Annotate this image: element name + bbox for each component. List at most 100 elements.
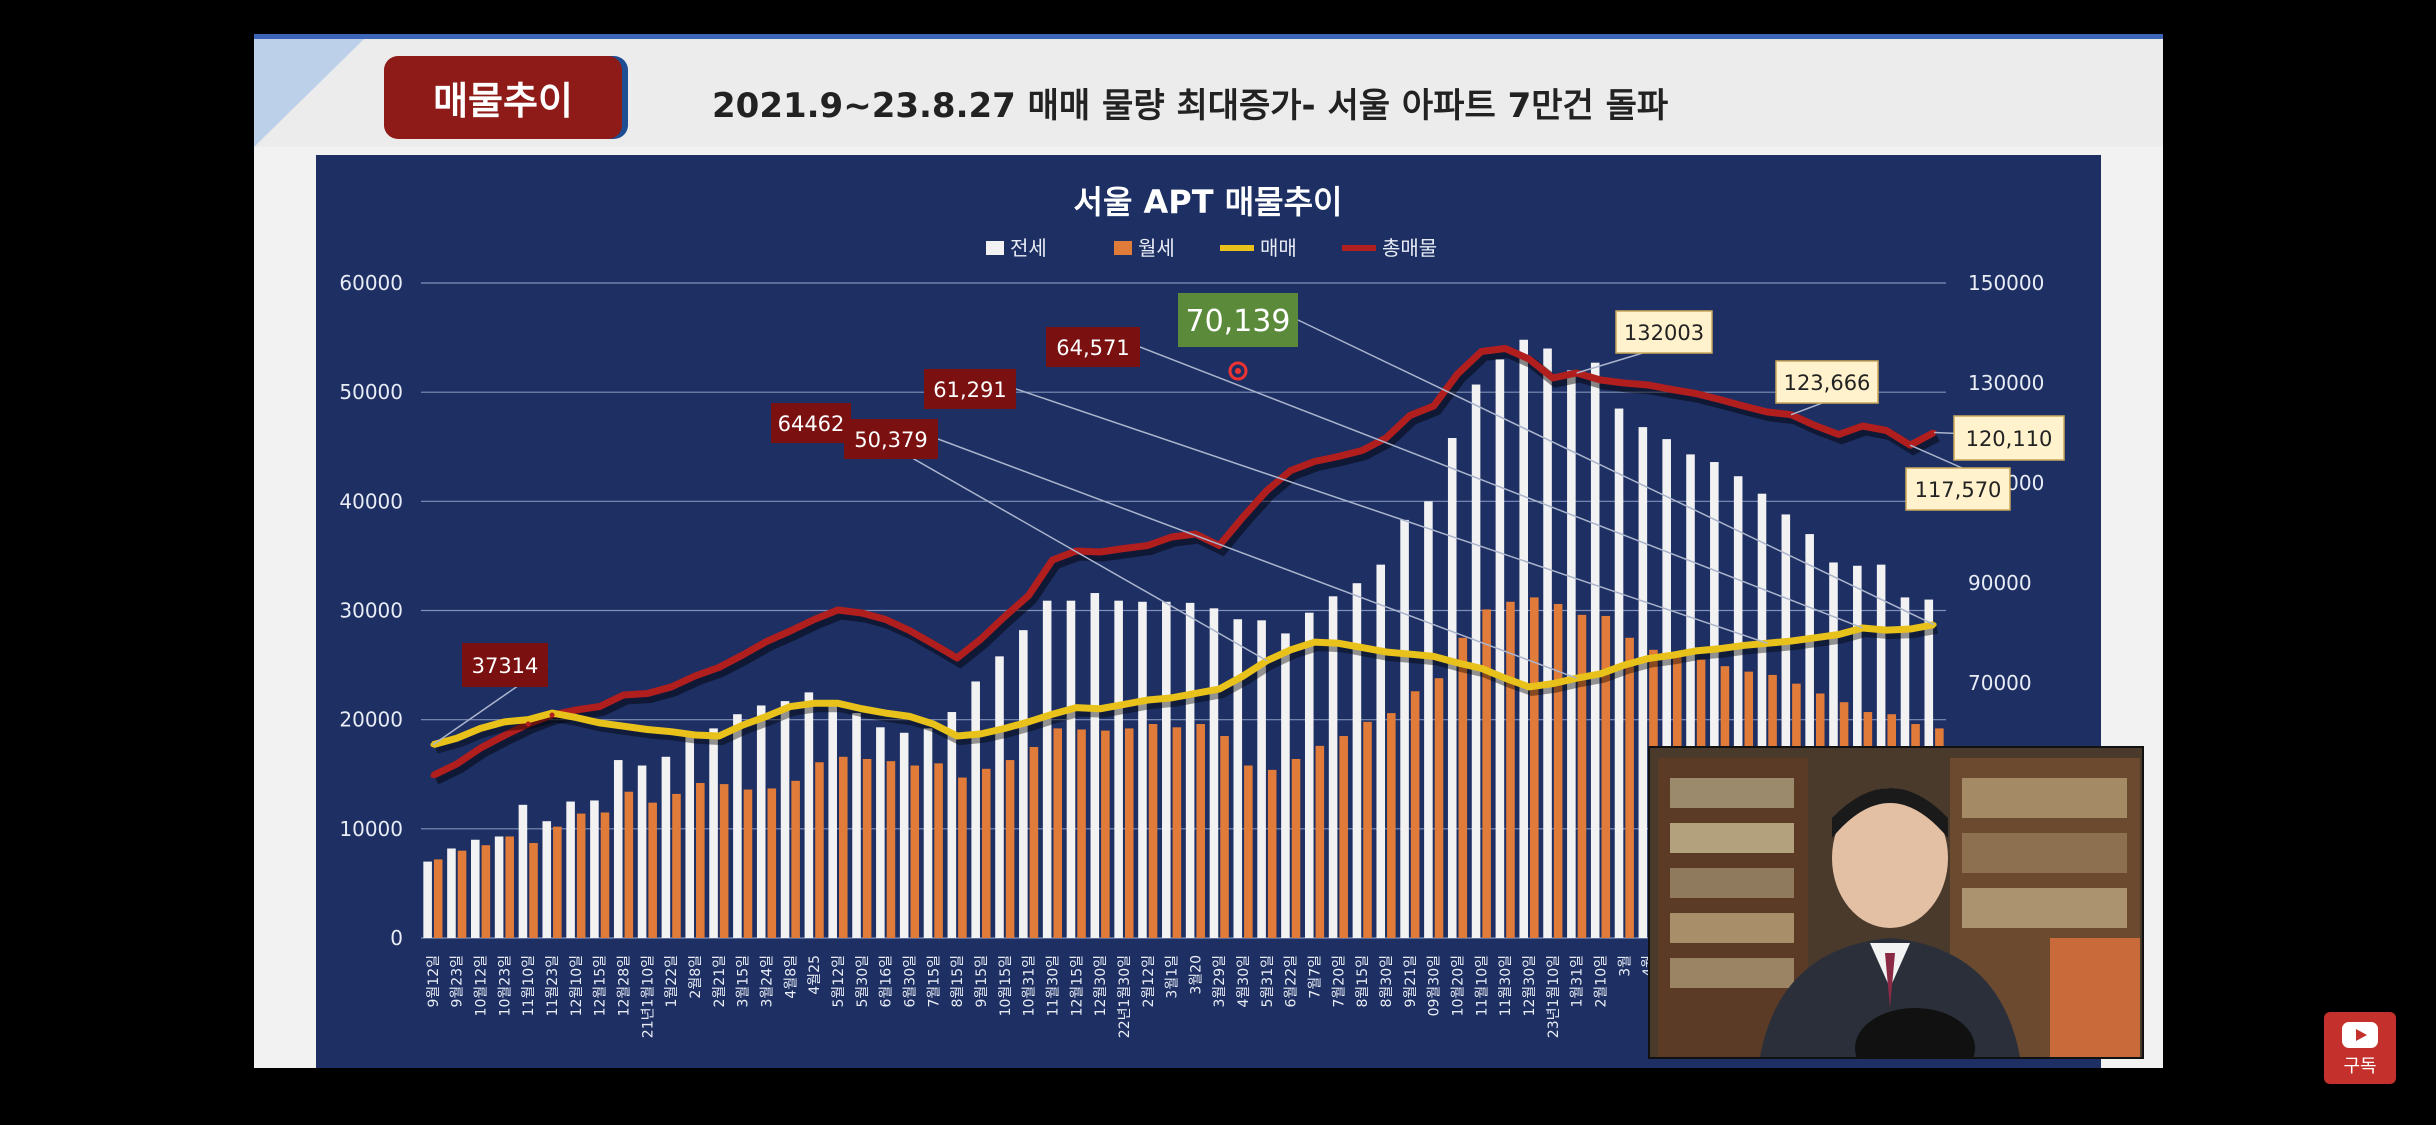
point-total	[1335, 454, 1341, 459]
point-maemae	[1621, 662, 1627, 668]
bar-jeonse	[709, 728, 718, 938]
point-maemae	[597, 720, 603, 726]
y-tick-left: 20000	[339, 708, 403, 732]
point-total	[1264, 488, 1270, 493]
bar-jeonse	[1281, 633, 1290, 938]
x-tick-label: 6월16일	[879, 955, 895, 1007]
bar-jeonse	[1400, 519, 1409, 938]
point-total	[1169, 534, 1175, 540]
point-total	[1121, 546, 1127, 551]
bar-jeonse	[685, 732, 695, 938]
point-total	[1049, 557, 1055, 563]
bar-jeonse	[518, 804, 528, 938]
callout-box	[1953, 415, 2065, 461]
bar-jeonse	[1066, 600, 1076, 938]
callout-box	[462, 643, 548, 687]
point-total	[668, 684, 674, 690]
bar-wolse	[1625, 637, 1634, 938]
x-tick-label: 11월10일	[1474, 955, 1490, 1016]
bar-jeonse	[1662, 439, 1671, 938]
x-tick-label: 10월23일	[497, 955, 513, 1016]
point-total	[1359, 448, 1365, 453]
bar-wolse	[433, 859, 443, 938]
legend-swatch	[1114, 241, 1132, 255]
bar-wolse	[1244, 765, 1253, 938]
point-maemae	[1312, 639, 1318, 645]
x-tick-label: 8월15일	[1355, 955, 1371, 1007]
bar-jeonse	[971, 681, 980, 938]
callout-label: 70,139	[1186, 304, 1291, 339]
bar-jeonse	[947, 712, 957, 938]
point-total	[859, 610, 865, 616]
x-tick-label: 2월12일	[1141, 955, 1157, 1007]
callout-leader	[1139, 346, 1863, 629]
bar-wolse	[791, 780, 800, 938]
point-maemae	[1478, 665, 1484, 671]
bar-jeonse	[1328, 596, 1338, 938]
x-tick-label: 12월15일	[593, 955, 609, 1016]
bar-jeonse	[1257, 620, 1266, 938]
point-total	[883, 617, 889, 622]
point-total	[430, 773, 436, 778]
point-maemae	[573, 714, 579, 720]
x-tick-label: 8월15일	[950, 955, 966, 1007]
bar-jeonse	[1614, 408, 1624, 938]
bar-jeonse	[1519, 339, 1529, 938]
point-total	[1097, 549, 1103, 555]
bar-wolse	[1363, 721, 1372, 938]
point-total	[978, 636, 984, 642]
x-tick-label: 4월25	[807, 955, 823, 995]
x-tick-label: 1월31일	[1570, 955, 1586, 1007]
bar-wolse	[1148, 724, 1158, 938]
callout-leader	[1297, 319, 1935, 626]
x-tick-label: 10월15일	[998, 955, 1014, 1016]
bar-jeonse	[1543, 348, 1552, 938]
bar-wolse	[1029, 746, 1039, 938]
bar-wolse	[457, 850, 467, 938]
y-tick-left: 10000	[339, 817, 403, 841]
point-maemae	[1836, 632, 1842, 638]
callout-leader	[850, 422, 1268, 662]
x-tick-label: 2월10일	[1593, 955, 1609, 1007]
line-maemae	[431, 621, 1935, 749]
point-maemae	[1121, 701, 1127, 707]
x-tick-label: 3월15일	[736, 955, 752, 1007]
bar-wolse	[719, 784, 729, 938]
y-tick-right: 130000	[1968, 371, 2044, 395]
bar-jeonse	[613, 760, 623, 938]
bar-jeonse	[1733, 476, 1743, 938]
x-tick-label: 3월20	[1188, 955, 1204, 995]
point-total	[1764, 409, 1770, 415]
point-maemae	[835, 700, 841, 706]
bar-wolse	[910, 765, 920, 938]
point-total	[764, 639, 770, 644]
cursor-marker	[1228, 361, 1248, 381]
bar-jeonse	[1590, 362, 1600, 938]
point-maemae	[454, 735, 460, 741]
bar-wolse	[767, 788, 777, 938]
subscribe-button[interactable]: 구독	[2324, 1012, 2396, 1084]
x-tick-label: 12월28일	[617, 955, 633, 1016]
x-tick-label: 6월22일	[1284, 955, 1300, 1007]
bar-jeonse	[1424, 501, 1433, 938]
x-tick-label: 3월29일	[1212, 955, 1228, 1007]
bar-wolse	[886, 761, 896, 938]
bar-jeonse	[1352, 583, 1362, 938]
bar-jeonse	[1471, 384, 1481, 938]
bar-wolse	[1530, 597, 1539, 938]
bar-wolse	[1053, 728, 1063, 938]
bar-jeonse	[1209, 608, 1219, 938]
slide-top-border	[254, 34, 2163, 39]
x-tick-label: 22년1월30일	[1117, 955, 1133, 1038]
point-total	[478, 745, 484, 751]
point-maemae	[1645, 656, 1651, 662]
point-total	[716, 665, 722, 670]
bar-jeonse	[470, 839, 480, 938]
legend-label: 월세	[1138, 236, 1175, 260]
x-tick-label: 23년1월10일	[1546, 955, 1562, 1038]
bar-wolse	[934, 763, 943, 938]
callout-box	[1178, 293, 1298, 347]
point-total	[1026, 593, 1032, 598]
point-total	[549, 712, 555, 718]
x-tick-label: 11월30일	[1045, 955, 1061, 1016]
